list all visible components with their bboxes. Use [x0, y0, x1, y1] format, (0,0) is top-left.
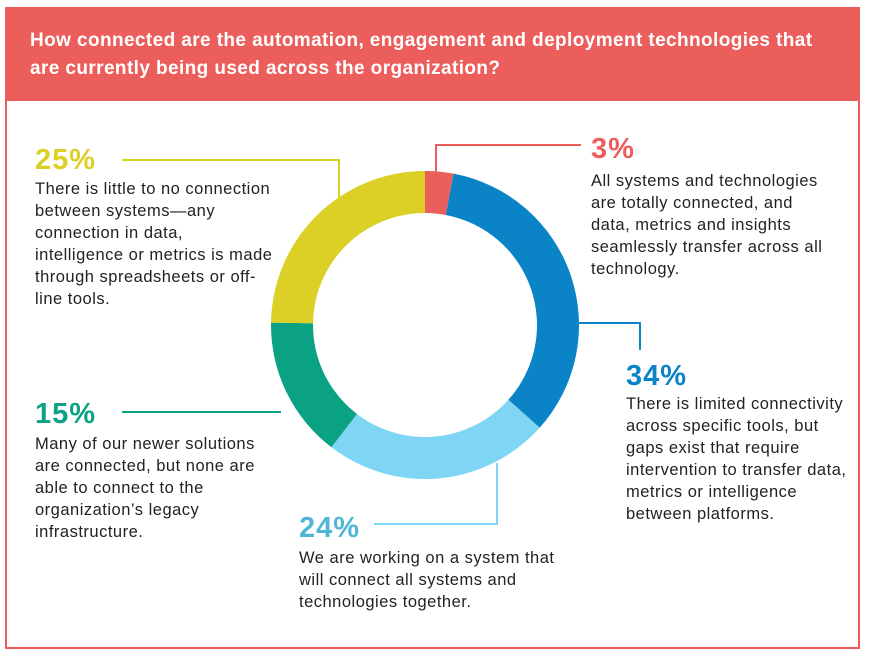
- slice-label-34-percent: 34%: [626, 360, 688, 392]
- chart-frame: [5, 7, 860, 649]
- slice-description-24-percent: We are working on a system that will con…: [299, 549, 555, 611]
- donut-slice-25-percent: [271, 171, 425, 324]
- slice-label-15-percent: 15%: [35, 398, 97, 430]
- donut-slice-34-percent: [445, 173, 579, 428]
- slice-description-3-percent: All systems and technologies are totally…: [591, 172, 823, 278]
- slice-description-25-percent: There is little to no connection between…: [35, 180, 273, 308]
- leader-line-3-percent: [435, 144, 581, 172]
- slice-description-15-percent: Many of our newer solutions are connecte…: [35, 435, 255, 541]
- donut-slice-24-percent: [331, 399, 540, 479]
- slice-label-24-percent: 24%: [299, 512, 361, 544]
- slice-label-3-percent: 3%: [591, 133, 635, 165]
- chart-title: How connected are the automation, engage…: [30, 30, 813, 79]
- leader-line-25-percent: [122, 159, 340, 200]
- slice-label-25-percent: 25%: [35, 144, 97, 176]
- leader-line-34-percent: [575, 322, 641, 350]
- chart-header: How connected are the automation, engage…: [5, 7, 860, 101]
- slice-description-34-percent: There is limited connectivity across spe…: [626, 395, 847, 523]
- donut-slice-3-percent: [425, 171, 454, 215]
- leader-line-24-percent: [374, 463, 498, 525]
- donut-slice-15-percent: [271, 322, 357, 448]
